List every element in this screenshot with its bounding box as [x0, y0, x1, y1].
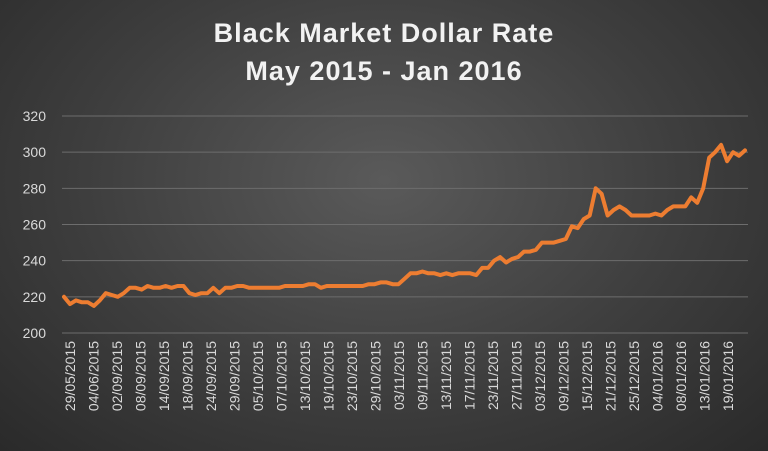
y-tick-label: 320	[23, 108, 47, 124]
y-tick-label: 220	[23, 289, 47, 305]
x-tick-label: 13/11/2015	[438, 341, 454, 410]
series-group	[62, 142, 747, 308]
x-tick-label: 14/09/2015	[156, 341, 172, 411]
x-tick-label: 03/12/2015	[532, 341, 548, 411]
x-tick-label: 29/05/2015	[62, 341, 78, 411]
x-tick-label: 02/09/2015	[109, 341, 125, 411]
x-tick-label: 17/11/2015	[462, 341, 478, 410]
x-tick-label: 05/10/2015	[250, 341, 266, 411]
x-tick-label: 15/12/2015	[579, 341, 595, 411]
x-tick-label: 25/12/2015	[626, 341, 642, 411]
x-tick-label: 03/11/2015	[391, 341, 407, 410]
x-tick-label: 29/09/2015	[227, 341, 243, 411]
x-axis-ticks: 29/05/2015 04/06/2015 02/09/2015 08/09/2015…	[62, 341, 736, 411]
y-tick-label: 280	[23, 180, 47, 196]
chart-title: Black Market Dollar Rate	[213, 18, 555, 48]
gridlines	[62, 115, 748, 334]
y-tick-label: 200	[23, 325, 47, 341]
x-tick-label: 27/11/2015	[509, 341, 525, 410]
x-tick-label: 19/10/2015	[321, 341, 337, 411]
x-tick-label: 13/01/2016	[697, 341, 713, 411]
y-axis-ticks: 200 220 240 260 280 300 320	[23, 108, 47, 341]
x-tick-label: 19/01/2016	[720, 341, 736, 411]
x-tick-label: 04/01/2016	[650, 341, 666, 411]
x-tick-label: 08/01/2016	[673, 341, 689, 411]
x-tick-label: 07/10/2015	[274, 341, 290, 411]
x-tick-label: 29/10/2015	[368, 341, 384, 411]
x-tick-label: 04/06/2015	[86, 341, 102, 411]
x-tick-label: 24/09/2015	[203, 341, 219, 411]
x-tick-label: 09/11/2015	[415, 341, 431, 410]
x-tick-label: 18/09/2015	[180, 341, 196, 411]
x-tick-label: 13/10/2015	[297, 341, 313, 411]
x-tick-label: 23/10/2015	[344, 341, 360, 411]
x-tick-label: 09/12/2015	[556, 341, 572, 411]
chart-subtitle: May 2015 - Jan 2016	[245, 56, 523, 86]
x-tick-label: 23/11/2015	[485, 341, 501, 410]
series-line	[62, 142, 747, 308]
x-tick-label: 08/09/2015	[133, 341, 149, 411]
chart-title-block: Black Market Dollar Rate May 2015 - Jan …	[0, 14, 768, 90]
y-tick-label: 260	[23, 217, 47, 233]
y-tick-label: 240	[23, 253, 47, 269]
y-tick-label: 300	[23, 144, 47, 160]
x-tick-label: 21/12/2015	[603, 341, 619, 411]
